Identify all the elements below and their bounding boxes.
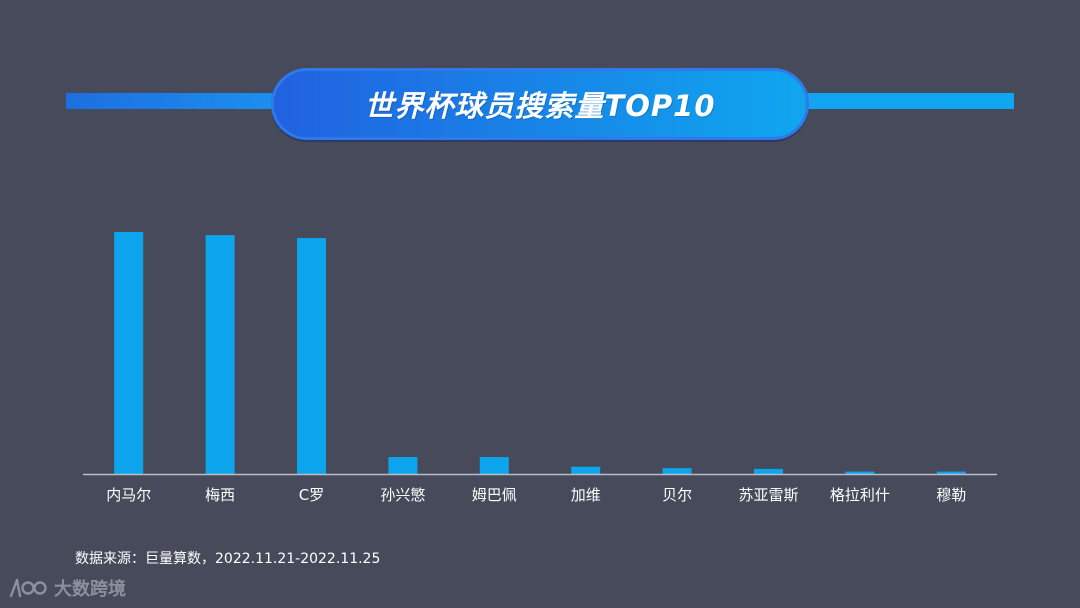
title-decor-bar-right bbox=[804, 93, 1014, 109]
chart-title: 世界杯球员搜索量TOP10 bbox=[364, 89, 716, 123]
bar-10 bbox=[936, 471, 966, 474]
watermark-text: 大数跨境 bbox=[54, 579, 126, 600]
x-tick-label: 内马尔 bbox=[106, 486, 151, 504]
bar-8 bbox=[754, 468, 783, 474]
title-banner: 世界杯球员搜索量TOP10 bbox=[271, 68, 809, 140]
source-note: 数据来源：巨量算数，2022.11.21-2022.11.25 bbox=[75, 551, 381, 567]
x-tick-label: C罗 bbox=[299, 486, 324, 504]
bar-3 bbox=[297, 238, 326, 474]
x-tick-label: 格拉利什 bbox=[830, 486, 890, 504]
bar-9 bbox=[845, 471, 875, 474]
x-tick-label: 孙兴慜 bbox=[380, 486, 425, 504]
x-tick-labels: 内马尔 梅西 C罗 孙兴慜 姆巴佩 加维 贝尔 苏亚雷斯 格拉利什 穆勒 bbox=[106, 486, 966, 504]
bar-6 bbox=[571, 466, 601, 474]
x-tick-label: 梅西 bbox=[205, 486, 235, 504]
bar-1 bbox=[114, 232, 144, 474]
bar-5 bbox=[479, 457, 509, 474]
x-tick-label: 加维 bbox=[571, 486, 601, 504]
watermark: 大数跨境 bbox=[8, 575, 126, 601]
x-tick-label: 穆勒 bbox=[936, 486, 966, 504]
x-tick-label: 姆巴佩 bbox=[472, 486, 517, 504]
bar-7 bbox=[662, 468, 692, 474]
watermark-logo-icon bbox=[9, 578, 47, 598]
title-decor-bar-left bbox=[66, 93, 278, 109]
bar-4 bbox=[388, 457, 418, 474]
bar-2 bbox=[205, 235, 235, 474]
bars-group bbox=[114, 232, 966, 474]
x-tick-label: 贝尔 bbox=[662, 486, 692, 504]
x-tick-label: 苏亚雷斯 bbox=[738, 486, 798, 504]
